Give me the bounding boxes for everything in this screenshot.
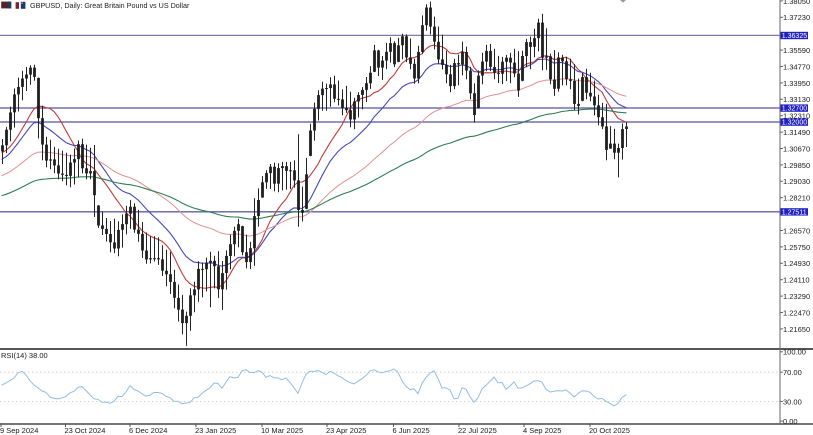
svg-text:6 Dec 2024: 6 Dec 2024 bbox=[129, 426, 167, 435]
svg-text:20 Oct 2025: 20 Oct 2025 bbox=[589, 426, 630, 435]
svg-text:4 Sep 2025: 4 Sep 2025 bbox=[523, 426, 561, 435]
svg-text:9 Sep 2024: 9 Sep 2024 bbox=[0, 426, 38, 435]
svg-text:6 Jun 2025: 6 Jun 2025 bbox=[393, 426, 430, 435]
svg-text:1.25750: 1.25750 bbox=[783, 243, 810, 252]
svg-text:30.00: 30.00 bbox=[783, 397, 802, 406]
svg-text:GBPUSD, Daily: Great Britain: GBPUSD, Daily: Great Britain Pound vs US… bbox=[30, 1, 190, 10]
svg-text:1.21650: 1.21650 bbox=[783, 325, 810, 334]
svg-text:1.32700: 1.32700 bbox=[782, 106, 807, 113]
svg-text:100.00: 100.00 bbox=[783, 348, 806, 357]
svg-text:23 Jan 2025: 23 Jan 2025 bbox=[195, 426, 236, 435]
svg-text:1.34770: 1.34770 bbox=[783, 62, 810, 71]
svg-text:1.37230: 1.37230 bbox=[783, 13, 810, 22]
svg-text:22 Jul 2025: 22 Jul 2025 bbox=[458, 426, 497, 435]
svg-text:70.00: 70.00 bbox=[783, 368, 802, 377]
svg-text:1.28210: 1.28210 bbox=[783, 194, 810, 203]
svg-text:10 Mar 2025: 10 Mar 2025 bbox=[261, 426, 303, 435]
svg-text:RSI(14) 38.00: RSI(14) 38.00 bbox=[1, 351, 48, 360]
svg-text:1.36325: 1.36325 bbox=[782, 33, 807, 40]
svg-text:1.38050: 1.38050 bbox=[783, 0, 810, 6]
svg-text:1.29850: 1.29850 bbox=[783, 161, 810, 170]
svg-text:1.24930: 1.24930 bbox=[783, 259, 810, 268]
svg-text:1.33130: 1.33130 bbox=[783, 95, 810, 104]
svg-text:1.32000: 1.32000 bbox=[782, 120, 807, 127]
svg-text:1.31490: 1.31490 bbox=[783, 128, 810, 137]
svg-text:1.24110: 1.24110 bbox=[783, 276, 810, 285]
svg-text:23 Oct 2024: 23 Oct 2024 bbox=[65, 426, 106, 435]
svg-text:1.35590: 1.35590 bbox=[783, 46, 810, 55]
svg-text:1.26570: 1.26570 bbox=[783, 226, 810, 235]
svg-text:1.32310: 1.32310 bbox=[783, 112, 810, 121]
svg-text:1.22470: 1.22470 bbox=[783, 308, 810, 317]
svg-text:0.00: 0.00 bbox=[783, 417, 798, 426]
svg-text:23 Apr 2025: 23 Apr 2025 bbox=[326, 426, 366, 435]
svg-text:1.29030: 1.29030 bbox=[783, 177, 810, 186]
svg-text:1.27511: 1.27511 bbox=[782, 210, 807, 217]
svg-text:1.30670: 1.30670 bbox=[783, 144, 810, 153]
svg-text:1.23290: 1.23290 bbox=[783, 292, 810, 301]
svg-text:1.33950: 1.33950 bbox=[783, 79, 810, 88]
